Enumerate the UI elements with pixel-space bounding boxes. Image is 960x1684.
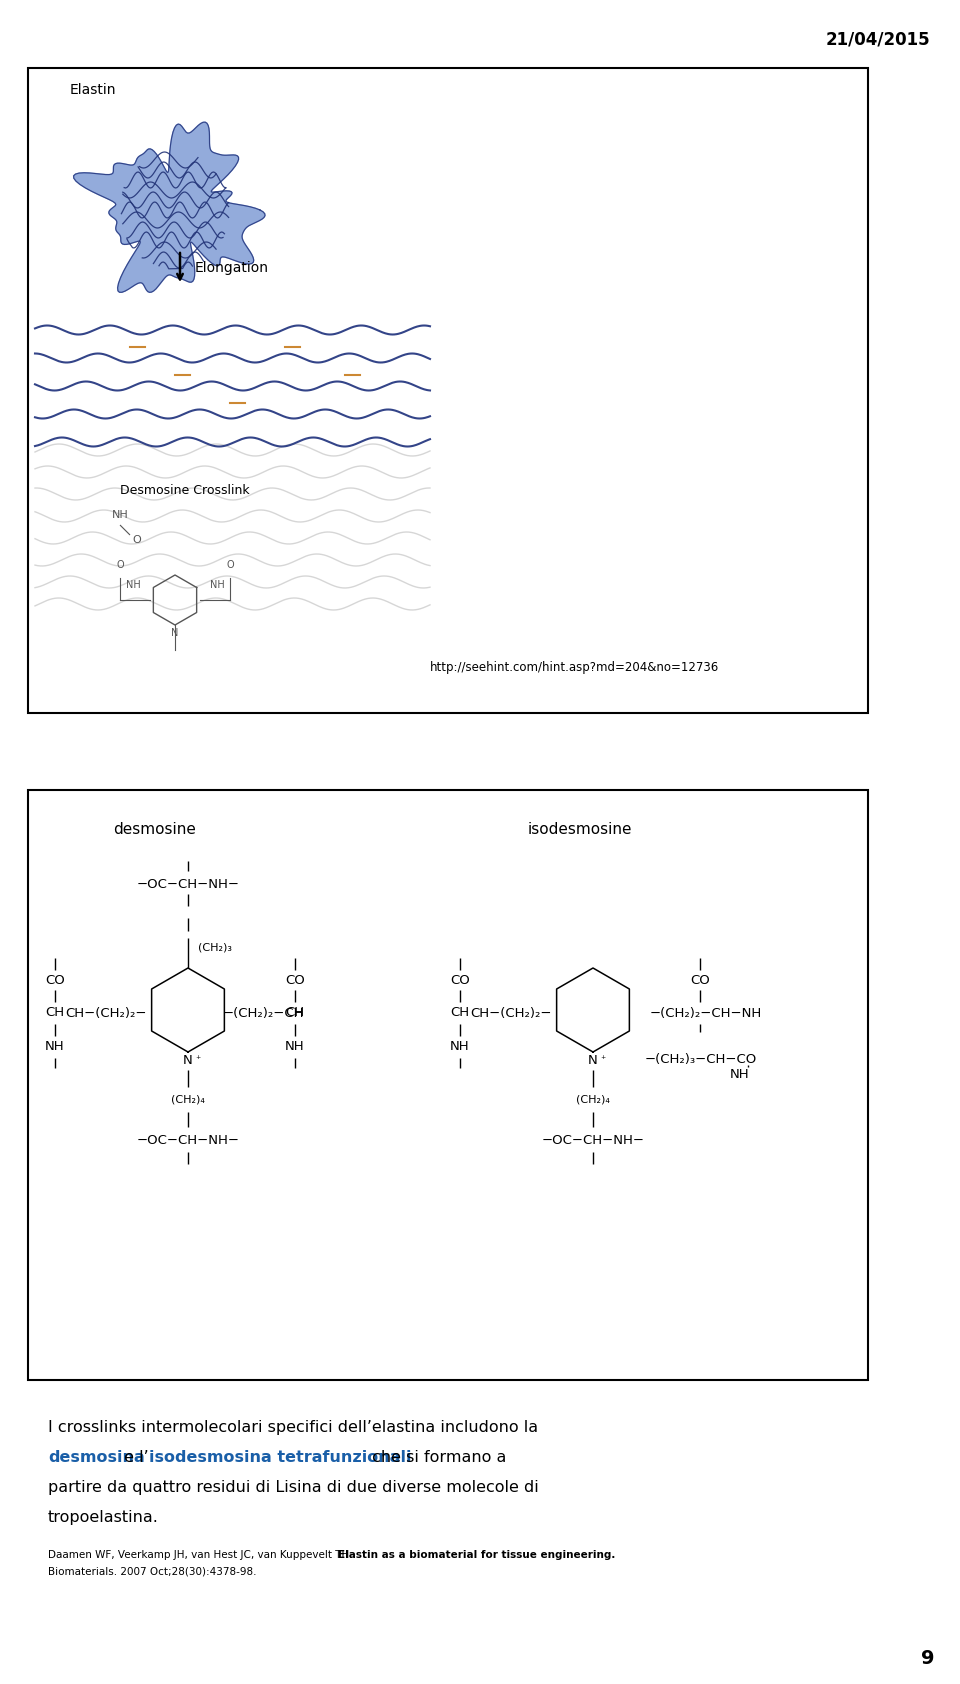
Text: desmosine: desmosine: [113, 822, 197, 837]
Text: NH: NH: [731, 1069, 750, 1081]
Text: CH: CH: [450, 1007, 469, 1019]
Text: O: O: [227, 561, 234, 569]
Text: NH: NH: [111, 510, 129, 520]
Text: e l’: e l’: [119, 1450, 149, 1465]
Text: O: O: [116, 561, 124, 569]
Text: N: N: [171, 628, 179, 638]
Bar: [28, 67, 868, 712]
Text: −OC−CH−NH−: −OC−CH−NH−: [541, 1133, 644, 1147]
Text: che si formano a: che si formano a: [367, 1450, 506, 1465]
Text: CO: CO: [45, 973, 65, 987]
Text: −(CH₂)₃−CH−CO: −(CH₂)₃−CH−CO: [645, 1052, 757, 1066]
Text: NH: NH: [285, 1041, 305, 1054]
Text: ⁺: ⁺: [195, 1054, 201, 1064]
Text: Biomaterials. 2007 Oct;28(30):4378-98.: Biomaterials. 2007 Oct;28(30):4378-98.: [48, 1568, 256, 1576]
Text: N: N: [183, 1054, 193, 1066]
Text: CH: CH: [285, 1007, 304, 1019]
Text: 21/04/2015: 21/04/2015: [826, 30, 930, 49]
Text: −(CH₂)₂−CH: −(CH₂)₂−CH: [223, 1007, 304, 1019]
Text: CH−(CH₂)₂−: CH−(CH₂)₂−: [65, 1007, 147, 1019]
Text: CH−(CH₂)₂−: CH−(CH₂)₂−: [470, 1007, 551, 1019]
Text: CO: CO: [450, 973, 469, 987]
Polygon shape: [74, 123, 265, 293]
Text: http://seehint.com/hint.asp?md=204&no=12736: http://seehint.com/hint.asp?md=204&no=12…: [430, 662, 719, 675]
Text: Elastin as a biomaterial for tissue engineering.: Elastin as a biomaterial for tissue engi…: [338, 1549, 615, 1559]
Text: O: O: [132, 536, 141, 546]
Text: 9: 9: [922, 1649, 935, 1667]
Text: NH: NH: [126, 579, 140, 589]
Text: NH: NH: [450, 1041, 469, 1054]
Text: tropoelastina.: tropoelastina.: [48, 1511, 158, 1526]
Text: ⁺: ⁺: [600, 1054, 605, 1064]
Text: (CH₂)₄: (CH₂)₄: [576, 1095, 610, 1105]
Text: isodesmosine: isodesmosine: [528, 822, 633, 837]
Text: Desmosine Crosslink: Desmosine Crosslink: [120, 483, 250, 497]
Text: Elongation: Elongation: [195, 261, 269, 274]
Text: −OC−CH−NH−: −OC−CH−NH−: [136, 877, 239, 891]
Text: CH: CH: [45, 1007, 64, 1019]
Text: I crosslinks intermolecolari specifici dell’elastina includono la: I crosslinks intermolecolari specifici d…: [48, 1420, 539, 1435]
Text: CO: CO: [690, 973, 709, 987]
Text: (CH₂)₃: (CH₂)₃: [198, 943, 232, 953]
Text: isodesmosina tetrafunzionali: isodesmosina tetrafunzionali: [149, 1450, 412, 1465]
Text: NH: NH: [209, 579, 225, 589]
Text: CO: CO: [285, 973, 305, 987]
Text: −OC−CH−NH−: −OC−CH−NH−: [136, 1133, 239, 1147]
Text: Daamen WF, Veerkamp JH, van Hest JC, van Kuppevelt TH.: Daamen WF, Veerkamp JH, van Hest JC, van…: [48, 1549, 356, 1559]
Text: −(CH₂)₂−CH−NH: −(CH₂)₂−CH−NH: [650, 1007, 762, 1019]
Text: Elastin: Elastin: [70, 83, 116, 98]
Bar: [28, 790, 868, 1379]
Text: (CH₂)₄: (CH₂)₄: [171, 1095, 204, 1105]
Text: NH: NH: [45, 1041, 65, 1054]
Text: desmosina: desmosina: [48, 1450, 145, 1465]
Text: partire da quattro residui di Lisina di due diverse molecole di: partire da quattro residui di Lisina di …: [48, 1480, 539, 1495]
Text: N: N: [588, 1054, 598, 1066]
